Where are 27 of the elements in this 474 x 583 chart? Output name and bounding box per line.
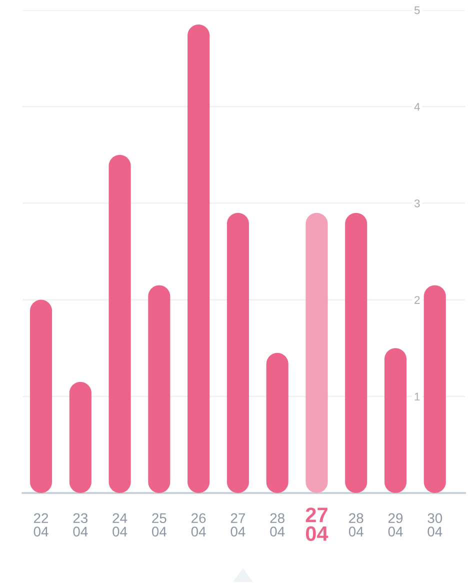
x-tick-label: 28 04 — [348, 513, 364, 537]
y-tick-label: 1 — [414, 392, 420, 400]
x-tick-label: 30 04 — [428, 513, 442, 537]
bar — [108, 154, 131, 493]
bar — [30, 300, 52, 493]
y-tick-label: 4 — [414, 102, 420, 111]
bar — [266, 352, 288, 493]
bar — [226, 212, 249, 493]
bar — [384, 348, 407, 493]
x-tick-label: 28 04 — [270, 513, 285, 537]
y-tick-label: 3 — [414, 199, 420, 208]
x-tick-label: 29 04 — [388, 513, 403, 537]
bar — [188, 24, 210, 493]
x-tick-label: 25 04 — [152, 513, 166, 537]
bar — [148, 285, 170, 493]
bar — [306, 212, 328, 493]
x-tick-label: 24 04 — [112, 513, 128, 537]
x-tick-label: 23 04 — [73, 513, 88, 537]
x-tick-label: 27 04 — [306, 508, 328, 541]
bar — [69, 382, 92, 493]
x-tick-label: 27 04 — [230, 513, 246, 537]
y-tick-label: 2 — [414, 296, 420, 304]
x-tick-label: 22 04 — [34, 513, 48, 537]
y-tick-label: 5 — [414, 6, 420, 14]
x-tick-label: 26 04 — [191, 513, 206, 537]
bar — [345, 212, 368, 493]
bar — [424, 285, 446, 493]
